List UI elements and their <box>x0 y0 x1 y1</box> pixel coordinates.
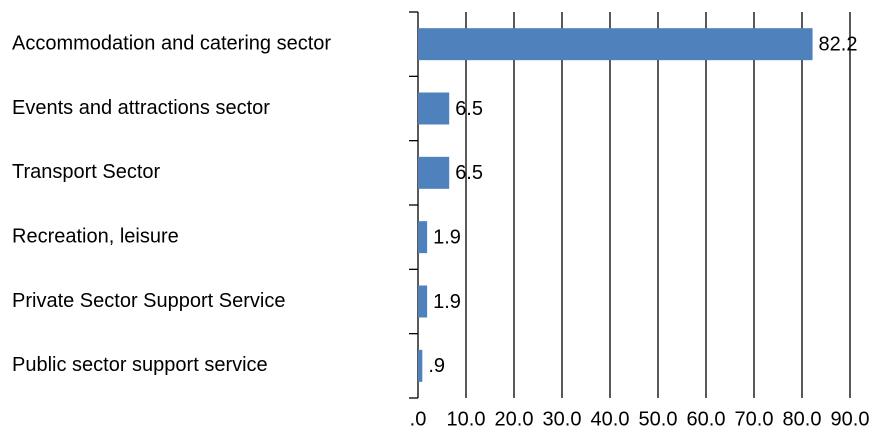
bar <box>418 221 428 254</box>
y-tick-label: Private Sector Support Service <box>12 290 285 312</box>
y-tick-label: Accommodation and catering sector <box>12 32 331 54</box>
bar <box>418 92 450 125</box>
data-label: 6.5 <box>455 98 483 120</box>
x-tick-label: 70.0 <box>735 408 774 430</box>
bar <box>418 156 450 189</box>
bar <box>418 285 428 318</box>
x-tick-label: 80.0 <box>783 408 822 430</box>
x-tick-label: 50.0 <box>639 408 678 430</box>
x-tick-label: 40.0 <box>591 408 630 430</box>
data-label: 1.9 <box>433 226 461 248</box>
x-tick-label: 30.0 <box>543 408 582 430</box>
x-tick-label: 90.0 <box>831 408 870 430</box>
x-tick-label: 60.0 <box>687 408 726 430</box>
x-tick-label: 10.0 <box>447 408 486 430</box>
data-label: 6.5 <box>455 162 483 184</box>
y-tick-label: Recreation, leisure <box>12 225 179 247</box>
data-label: 1.9 <box>433 291 461 313</box>
bar <box>418 28 813 61</box>
data-label: 82.2 <box>819 33 858 55</box>
y-tick-label: Public sector support service <box>12 354 268 376</box>
y-tick-label: Events and attractions sector <box>12 97 270 119</box>
x-tick-label: 20.0 <box>495 408 534 430</box>
y-tick-label: Transport Sector <box>12 161 161 183</box>
bar <box>418 349 423 382</box>
data-label: .9 <box>428 355 445 377</box>
x-tick-label: .0 <box>410 408 427 430</box>
